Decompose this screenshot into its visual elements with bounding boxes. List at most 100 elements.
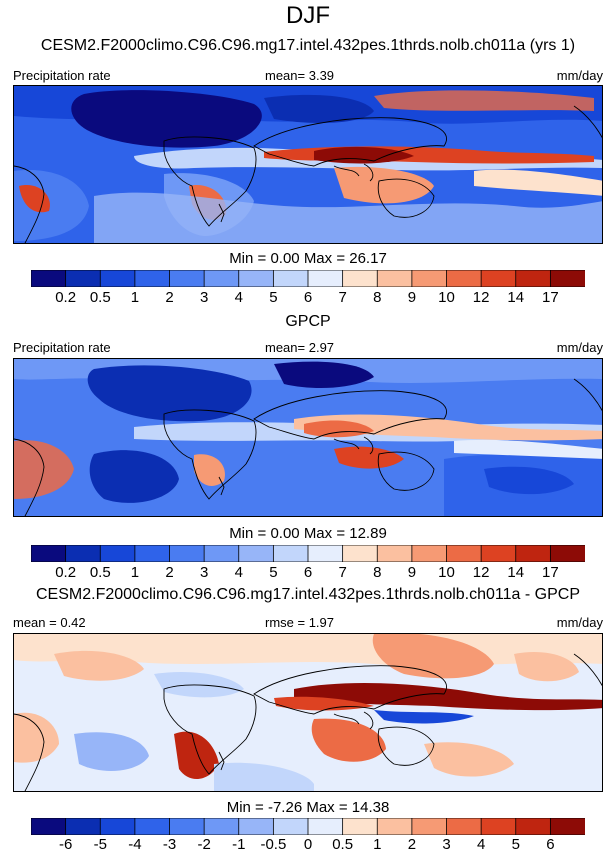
panel-1-map bbox=[13, 85, 603, 244]
colorbar-swatch bbox=[446, 270, 483, 287]
panel-1-variable-label: Precipitation rate bbox=[13, 68, 111, 83]
colorbar-swatch bbox=[480, 545, 517, 562]
colorbar-tick-label: -4 bbox=[128, 836, 142, 853]
colorbar-swatch bbox=[272, 818, 309, 835]
colorbar-swatch bbox=[272, 545, 309, 562]
panel-3-mean-label: mean = 0.42 bbox=[13, 615, 86, 630]
colorbar-tick-label: 6 bbox=[303, 289, 313, 306]
map-region bbox=[304, 420, 374, 438]
colorbar-swatch bbox=[99, 270, 136, 287]
panel-2-variable-label: Precipitation rate bbox=[13, 340, 111, 355]
map-region bbox=[454, 439, 602, 459]
colorbar-tick-label: 8 bbox=[373, 564, 382, 581]
colorbar-swatch bbox=[203, 818, 240, 835]
map-region bbox=[71, 90, 262, 148]
colorbar-swatch bbox=[376, 818, 413, 835]
colorbar-swatch bbox=[411, 270, 448, 287]
colorbar-swatch bbox=[480, 818, 517, 835]
colorbar-swatch bbox=[65, 545, 102, 562]
colorbar-tick-label: 5 bbox=[269, 289, 278, 306]
map-region bbox=[174, 731, 219, 780]
colorbar-swatch bbox=[342, 270, 379, 287]
colorbar-swatch bbox=[238, 818, 275, 835]
colorbar-swatch bbox=[549, 270, 585, 287]
colorbar-swatch bbox=[134, 270, 171, 287]
colorbar-swatch bbox=[134, 545, 171, 562]
map-region bbox=[264, 94, 374, 123]
colorbar-tick-label: 7 bbox=[338, 564, 347, 581]
panel-2-mean-label: mean= 2.97 bbox=[265, 340, 335, 355]
colorbar-tick-label: 14 bbox=[507, 564, 525, 581]
coastlines bbox=[14, 105, 602, 243]
colorbar-tick-label: 0.2 bbox=[55, 564, 77, 581]
colorbar-tick-label: 2 bbox=[407, 836, 417, 853]
colorbar-tick-label: 2 bbox=[165, 289, 174, 306]
colorbar-swatch bbox=[549, 818, 585, 835]
colorbar-swatch bbox=[169, 270, 206, 287]
colorbar-tick-label: 0.5 bbox=[89, 289, 111, 306]
colorbar-swatch bbox=[203, 545, 240, 562]
colorbar-tick-label: 5 bbox=[511, 836, 520, 853]
panel-1-units-label: mm/day bbox=[556, 68, 603, 83]
map-region bbox=[334, 446, 404, 469]
panel-3-units-label: mm/day bbox=[556, 615, 603, 630]
colorbar-swatch bbox=[238, 270, 275, 287]
map-region bbox=[89, 450, 179, 503]
colorbar-swatch bbox=[31, 818, 67, 835]
panel-3-colorbar-ticks: -6 -5 -4 -3 -2 -1 -0.5 0 0.5 1 2 3 4 5 6 bbox=[31, 836, 585, 856]
colorbar-swatch bbox=[307, 818, 344, 835]
colorbar-tick-label: -1 bbox=[232, 836, 246, 853]
map-region bbox=[484, 466, 574, 495]
page-title: DJF bbox=[286, 2, 330, 29]
colorbar-tick-label: 1 bbox=[130, 289, 140, 306]
map-region bbox=[214, 762, 314, 791]
map-region bbox=[274, 696, 374, 711]
colorbar-tick-label: 1 bbox=[373, 836, 382, 853]
colorbar-swatch bbox=[376, 545, 413, 562]
map-region bbox=[194, 454, 225, 486]
panel-2-title: GPCP bbox=[285, 313, 331, 330]
colorbar-tick-label: 4 bbox=[234, 564, 243, 581]
colorbar-swatch bbox=[307, 545, 344, 562]
panel-1-map-plot bbox=[14, 86, 602, 243]
map-region bbox=[54, 650, 144, 681]
panel-3-map bbox=[13, 633, 603, 792]
colorbar-tick-label: 4 bbox=[476, 836, 486, 853]
colorbar-tick-label: 3 bbox=[442, 836, 451, 853]
map-region bbox=[19, 185, 50, 213]
colorbar-swatch bbox=[31, 545, 67, 562]
panel-1-title: CESM2.F2000climo.C96.C96.mg17.intel.432p… bbox=[40, 37, 576, 54]
panel-3-rmse-label: rmse = 1.97 bbox=[265, 615, 335, 630]
colorbar-swatch bbox=[376, 270, 413, 287]
colorbar-swatch bbox=[342, 545, 379, 562]
coastlines bbox=[14, 653, 602, 791]
panel-1-colorbar bbox=[31, 270, 585, 287]
map-region bbox=[424, 742, 514, 777]
panel-3-title: CESM2.F2000climo.C96.C96.mg17.intel.432p… bbox=[36, 586, 580, 603]
colorbar-swatch bbox=[169, 545, 206, 562]
colorbar-tick-label: -0.5 bbox=[260, 836, 287, 853]
colorbar-swatch bbox=[515, 818, 552, 835]
colorbar-tick-label: 7 bbox=[338, 289, 347, 306]
panel-2-minmax: Min = 0.00 Max = 12.89 bbox=[229, 525, 387, 542]
map-region bbox=[294, 682, 602, 711]
colorbar-tick-label: 0.2 bbox=[55, 289, 77, 306]
panel-2-map bbox=[13, 358, 603, 517]
colorbar-tick-label: 10 bbox=[438, 289, 455, 306]
panel-2-colorbar bbox=[31, 545, 585, 562]
colorbar-swatch bbox=[515, 270, 552, 287]
colorbar-tick-label: 3 bbox=[199, 289, 209, 306]
colorbar-tick-label: -2 bbox=[197, 836, 211, 853]
map-region bbox=[87, 365, 252, 422]
colorbar-tick-label: 6 bbox=[546, 836, 555, 853]
panel-2-colorbar-ticks: 0.2 0.5 1 2 3 4 5 6 7 8 9 10 12 14 17 bbox=[31, 564, 585, 584]
panel-3-minmax: Min = -7.26 Max = 14.38 bbox=[226, 799, 390, 816]
colorbar-tick-label: 3 bbox=[199, 564, 209, 581]
map-region bbox=[74, 732, 149, 771]
colorbar-swatch bbox=[65, 818, 102, 835]
map-region bbox=[274, 361, 374, 389]
colorbar-tick-label: 0.5 bbox=[332, 836, 354, 853]
map-region bbox=[374, 90, 594, 111]
map-region bbox=[311, 718, 386, 762]
colorbar-swatch bbox=[446, 818, 483, 835]
